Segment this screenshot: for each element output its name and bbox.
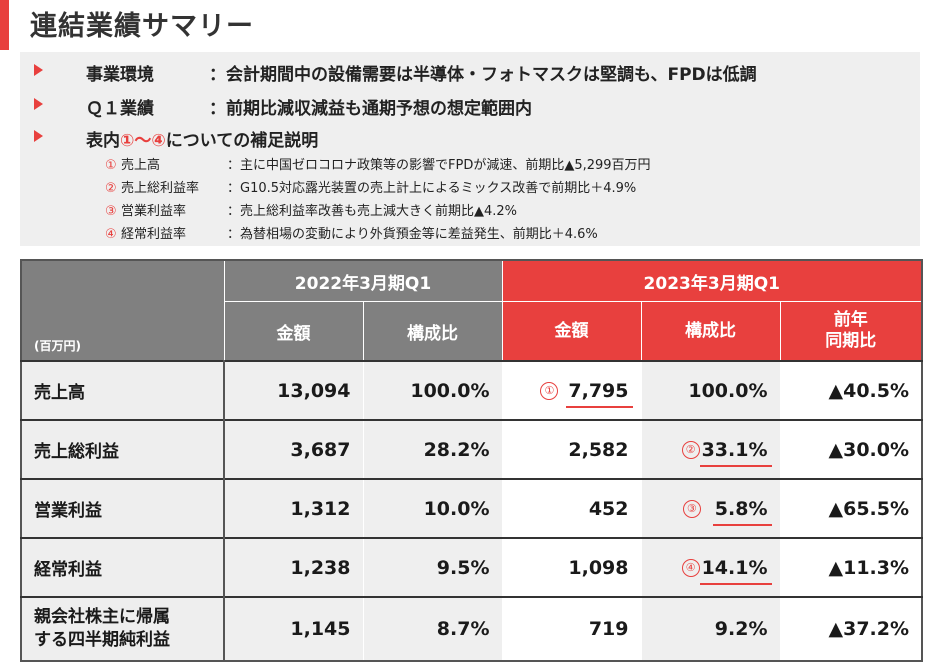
table-row: 経常利益 1,238 9.5% 1,098 ④ 14.1% ▲11.3% xyxy=(20,537,923,598)
table-header-column-row: 金額 構成比 金額 構成比 前年 同期比 xyxy=(21,301,923,362)
row-label-line1: 親会社株主に帰属 xyxy=(34,607,170,627)
page-title: 連結業績サマリー xyxy=(30,11,254,42)
row-label: 経常利益 xyxy=(20,537,225,598)
yoy-cell: ▲11.3% xyxy=(779,537,923,598)
prev-ratio-cell: 9.5% xyxy=(362,537,503,598)
prev-amount-cell: 1,238 xyxy=(223,537,364,598)
curr-ratio-cell: ③ 5.8% xyxy=(640,478,781,539)
prev-amount-cell: 3,687 xyxy=(223,419,364,480)
note-number: ④ xyxy=(105,227,117,242)
note-text: ：G10.5対応露光装置の売上計上によるミックス改善で前期比＋4.9% xyxy=(227,181,637,196)
header-period-prev: 2022年3月期Q1 xyxy=(223,259,503,302)
notes-heading-prefix: 表内 xyxy=(86,131,120,151)
note-gross-margin: ② 売上総利益率 ：G10.5対応露光装置の売上計上によるミックス改善で前期比＋4.… xyxy=(105,177,636,196)
highlighted-value: 5.8% xyxy=(712,497,772,526)
table-row: 親会社株主に帰属 する四半期純利益 1,145 8.7% 719 9.2% ▲37… xyxy=(20,596,923,662)
curr-amount-cell: 452 xyxy=(501,478,642,539)
prev-ratio-cell: 100.0% xyxy=(362,360,503,421)
curr-ratio-cell: ② 33.1% xyxy=(640,419,781,480)
note-sales: ① 売上高 ：主に中国ゼロコロナ政策等の影響でFPDが減速、前期比▲5,299百万円 xyxy=(105,154,651,173)
triangle-bullet-icon xyxy=(34,98,43,110)
header-curr-amount: 金額 xyxy=(501,301,642,362)
header-yoy-line1: 前年 xyxy=(833,310,868,330)
note-text: ：為替相場の変動により外貨預金等に差益発生、前期比＋4.6% xyxy=(227,227,598,242)
table-row: 売上高 13,094 100.0% ① 7,795 100.0% ▲40.5% xyxy=(20,360,923,421)
triangle-bullet-icon xyxy=(34,130,43,142)
note-marker-icon: ③ xyxy=(682,500,701,518)
prev-ratio-cell: 8.7% xyxy=(362,596,503,662)
notes-heading-marks: ①～④ xyxy=(120,131,166,151)
curr-amount-cell: 719 xyxy=(501,596,642,662)
prev-ratio-cell: 10.0% xyxy=(362,478,503,539)
curr-amount-cell: ① 7,795 xyxy=(501,360,642,421)
prev-ratio-cell: 28.2% xyxy=(362,419,503,480)
prev-amount-cell: 1,145 xyxy=(223,596,364,662)
bullet-text: ：会計期間中の設備需要は半導体・フォトマスクは堅調も、FPDは低調 xyxy=(209,65,757,85)
note-number: ② xyxy=(105,181,117,196)
highlighted-value: 7,795 xyxy=(566,379,633,408)
note-operating-margin: ③ 営業利益率 ：売上総利益率改善も売上減大きく前期比▲4.2% xyxy=(105,200,517,219)
header-curr-ratio: 構成比 xyxy=(640,301,781,362)
highlighted-value: 14.1% xyxy=(699,556,772,585)
header-period-curr: 2023年3月期Q1 xyxy=(501,259,923,302)
table-row: 売上総利益 3,687 28.2% 2,582 ② 33.1% ▲30.0% xyxy=(20,419,923,480)
note-number: ③ xyxy=(105,204,117,219)
prev-amount-cell: 1,312 xyxy=(223,478,364,539)
bullet-label: 事業環境 xyxy=(86,65,154,85)
note-marker-icon: ② xyxy=(681,441,700,459)
note-label: 営業利益率 xyxy=(121,204,187,219)
note-marker-icon: ④ xyxy=(681,559,700,577)
note-label: 売上総利益率 xyxy=(121,181,200,196)
curr-amount-cell: 1,098 xyxy=(501,537,642,598)
summary-box: 事業環境 ：会計期間中の設備需要は半導体・フォトマスクは堅調も、FPDは低調 Ｑ… xyxy=(20,52,920,246)
row-label: 売上高 xyxy=(20,360,225,421)
notes-heading-suffix: についての補足説明 xyxy=(165,131,319,151)
bullet-label: Ｑ１業績 xyxy=(86,99,154,119)
header-prev-ratio: 構成比 xyxy=(362,301,503,362)
header-prev-amount: 金額 xyxy=(223,301,364,362)
note-label: 売上高 xyxy=(121,158,161,173)
title-accent-bar xyxy=(0,0,9,50)
table-header-period-row: (百万円) 2022年3月期Q1 2023年3月期Q1 xyxy=(20,259,923,362)
curr-amount-cell: 2,582 xyxy=(501,419,642,480)
row-label: 売上総利益 xyxy=(20,419,225,480)
bullet-text: ：前期比減収減益も通期予想の想定範囲内 xyxy=(209,99,532,119)
header-yoy: 前年 同期比 xyxy=(779,301,923,362)
note-label: 経常利益率 xyxy=(121,227,187,242)
row-label: 営業利益 xyxy=(20,478,225,539)
header-yoy-line2: 同期比 xyxy=(825,331,877,351)
note-ordinary-margin: ④ 経常利益率 ：為替相場の変動により外貨預金等に差益発生、前期比＋4.6% xyxy=(105,223,598,242)
note-text: ：主に中国ゼロコロナ政策等の影響でFPDが減速、前期比▲5,299百万円 xyxy=(227,158,651,173)
yoy-cell: ▲40.5% xyxy=(779,360,923,421)
table-row: 営業利益 1,312 10.0% 452 ③ 5.8% ▲65.5% xyxy=(20,478,923,539)
highlighted-value: 33.1% xyxy=(699,438,772,467)
yoy-cell: ▲65.5% xyxy=(779,478,923,539)
unit-label: (百万円) xyxy=(20,259,225,362)
curr-ratio-cell: 100.0% xyxy=(640,360,781,421)
curr-ratio-cell: ④ 14.1% xyxy=(640,537,781,598)
financial-summary-table: (百万円) 2022年3月期Q1 2023年3月期Q1 金額 構成比 金額 構成… xyxy=(20,259,924,662)
note-marker-icon: ① xyxy=(540,382,559,400)
yoy-cell: ▲37.2% xyxy=(779,596,923,662)
triangle-bullet-icon xyxy=(34,64,43,76)
row-label: 親会社株主に帰属 する四半期純利益 xyxy=(20,596,225,662)
note-number: ① xyxy=(105,158,117,173)
note-text: ：売上総利益率改善も売上減大きく前期比▲4.2% xyxy=(227,204,518,219)
curr-ratio-cell: 9.2% xyxy=(640,596,781,662)
prev-amount-cell: 13,094 xyxy=(223,360,364,421)
row-label-line2: する四半期純利益 xyxy=(34,630,170,650)
yoy-cell: ▲30.0% xyxy=(779,419,923,480)
